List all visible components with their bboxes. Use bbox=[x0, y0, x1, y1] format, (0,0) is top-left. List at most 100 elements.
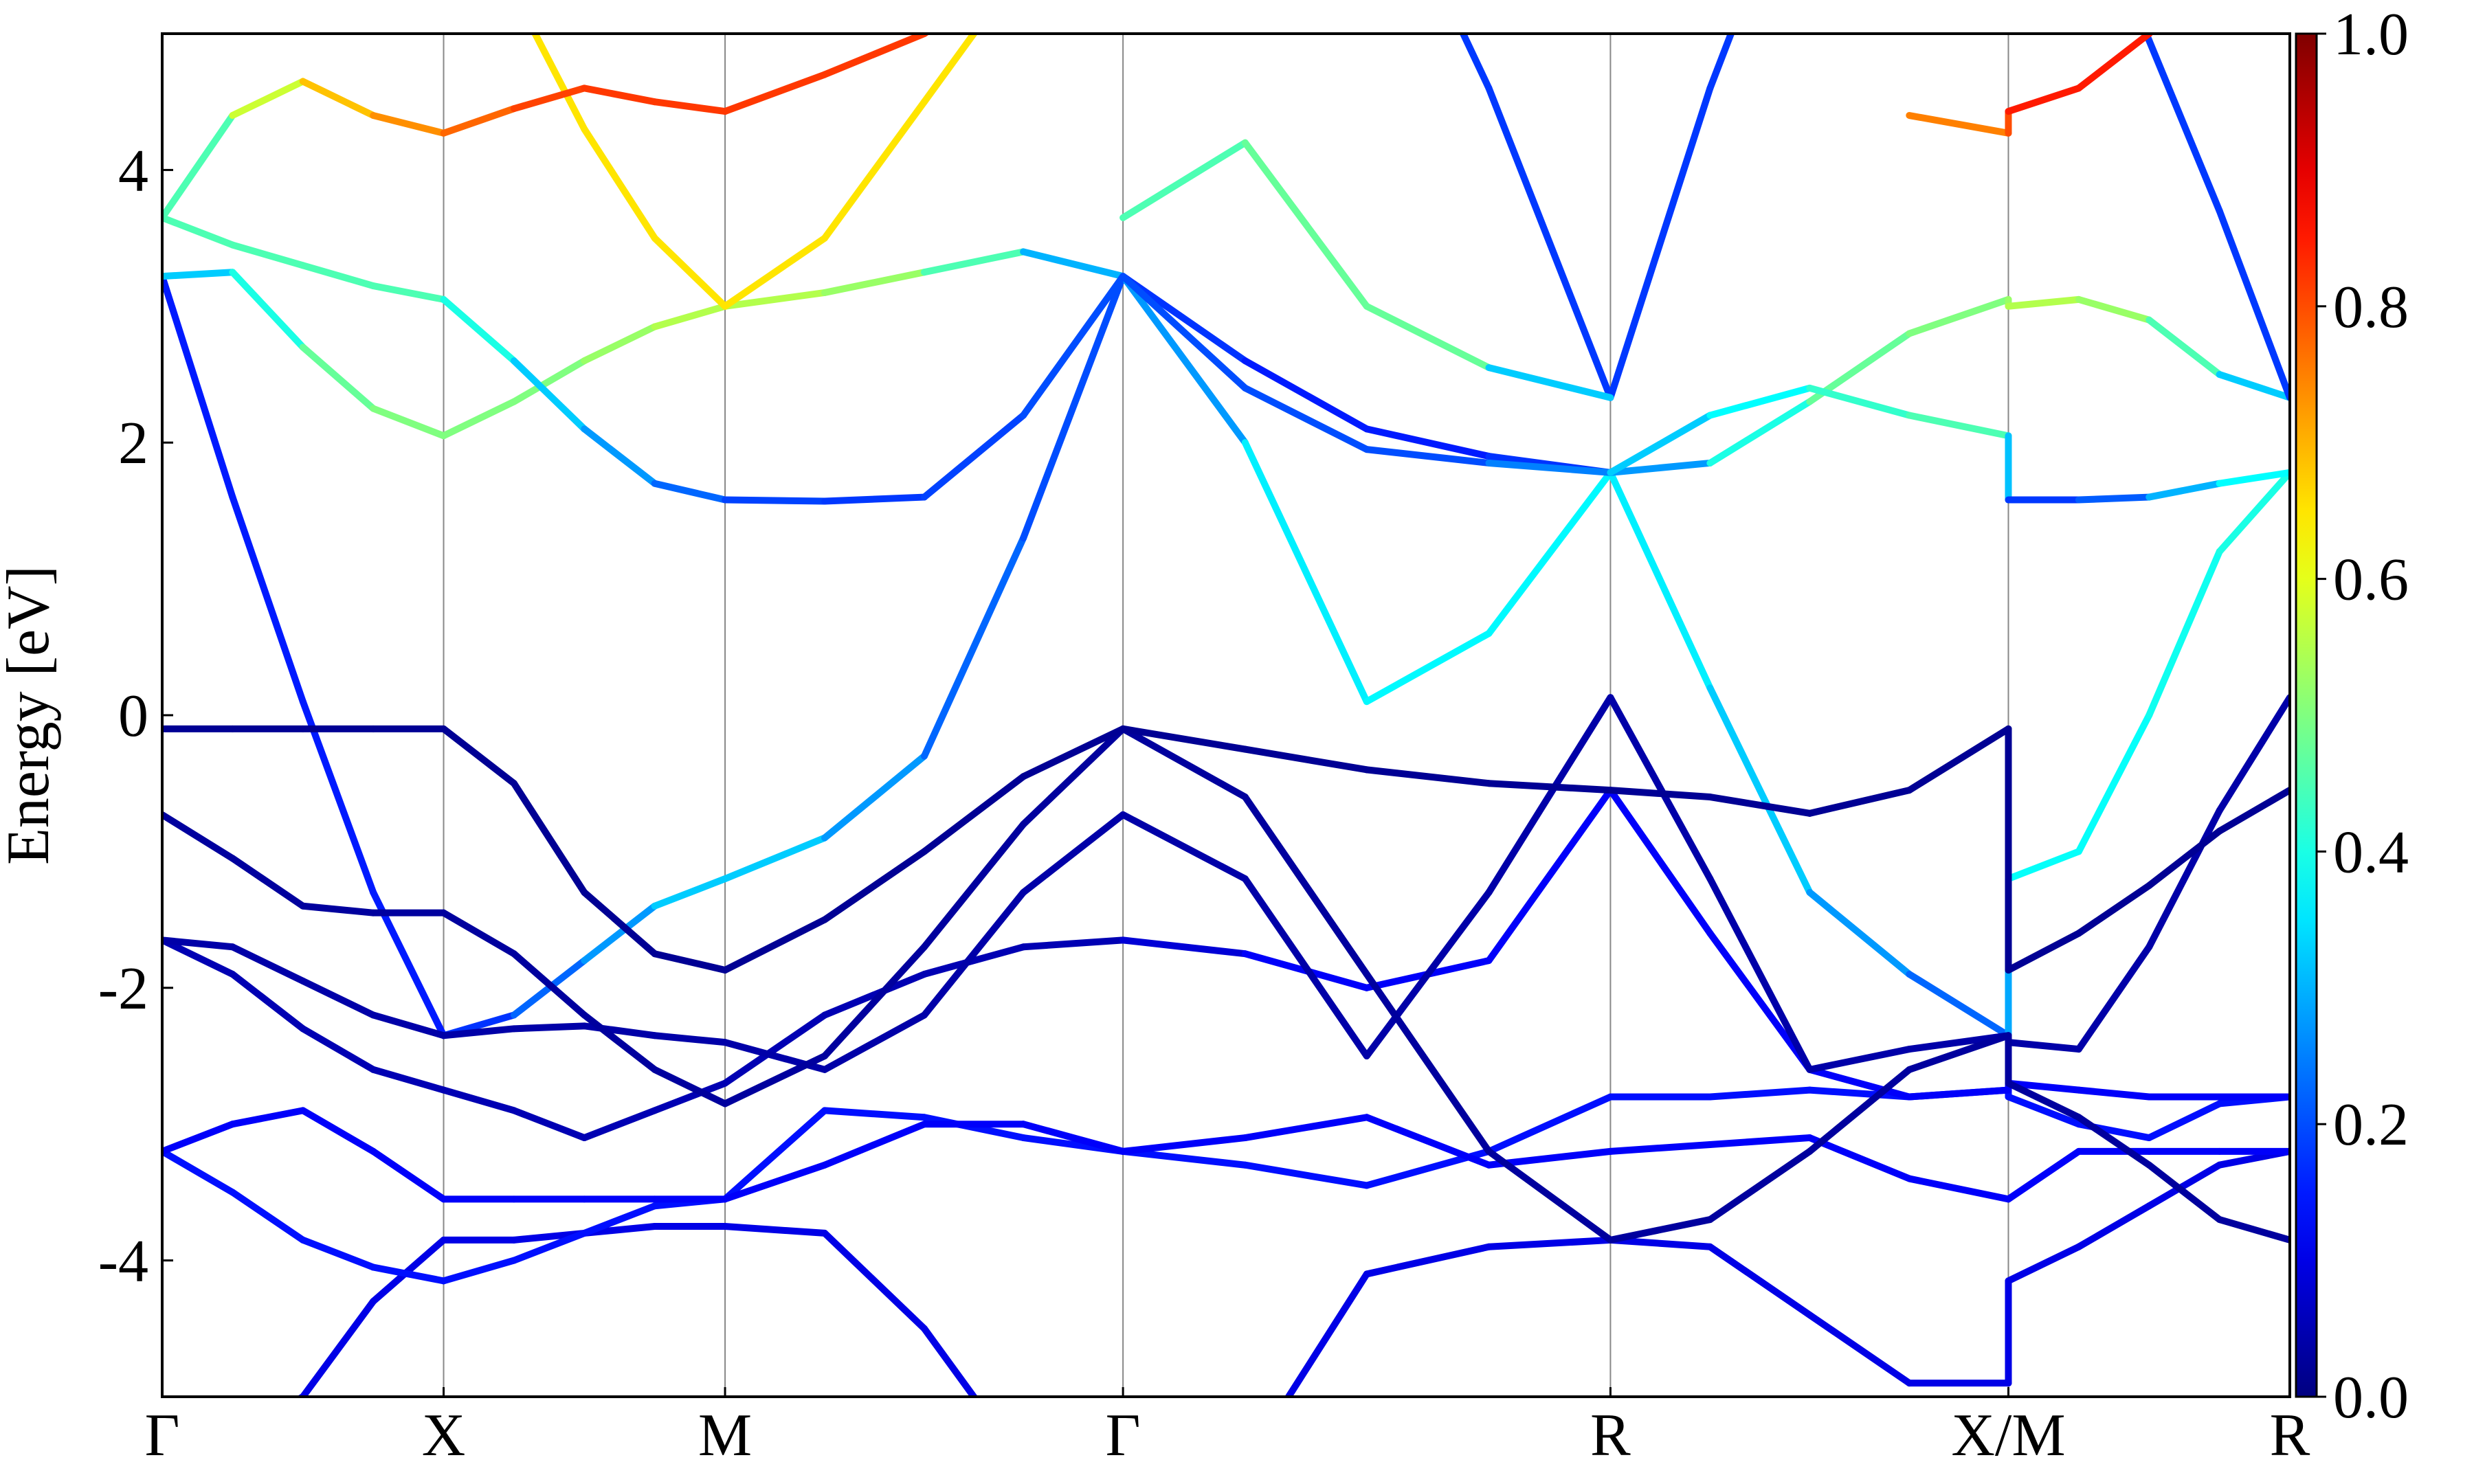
band-segment bbox=[2216, 787, 2290, 835]
band-segment bbox=[370, 112, 447, 137]
band-segment bbox=[581, 888, 658, 958]
band-segment bbox=[722, 1223, 829, 1237]
band-segment bbox=[2005, 930, 2082, 974]
y-tick-label: -4 bbox=[98, 1228, 148, 1295]
band-segment bbox=[1119, 725, 1249, 801]
band-segment bbox=[1485, 780, 1614, 794]
band-segment bbox=[1706, 1086, 1814, 1101]
band-segment bbox=[821, 493, 928, 505]
band-segment bbox=[581, 1011, 658, 1073]
x-tick-label: Γ bbox=[1106, 1402, 1141, 1469]
band-segment bbox=[1906, 1086, 2012, 1101]
x-tick-label: R bbox=[2270, 1402, 2310, 1469]
band-segment bbox=[1123, 1465, 1245, 1484]
band-segment bbox=[1363, 1114, 1493, 1169]
band-segment bbox=[1363, 1243, 1493, 1278]
band-segment bbox=[299, 1107, 377, 1155]
band-segment bbox=[722, 71, 829, 115]
band-segment bbox=[1020, 725, 1127, 828]
band-segment bbox=[651, 98, 729, 115]
band-segment bbox=[1363, 888, 1493, 1059]
band-segment bbox=[1241, 384, 1370, 453]
band-segment bbox=[581, 425, 658, 487]
band-segment bbox=[1806, 1134, 1913, 1182]
band-segment bbox=[1020, 273, 1127, 419]
band-segment bbox=[1485, 1236, 1614, 1250]
bands bbox=[162, 34, 2290, 1484]
band-segment bbox=[821, 752, 928, 842]
band-segment bbox=[2005, 1039, 2082, 1053]
band-segment bbox=[1485, 1093, 1614, 1155]
band-segment bbox=[920, 888, 1027, 1019]
y-tick-label: -2 bbox=[98, 956, 148, 1022]
band-segment bbox=[2075, 712, 2153, 855]
band-segment bbox=[1706, 1243, 1814, 1318]
band-segment bbox=[299, 1025, 377, 1073]
band-segment bbox=[1806, 1311, 1913, 1387]
band-segment bbox=[1607, 694, 1714, 883]
band-segment bbox=[1241, 357, 1370, 433]
band-segment bbox=[370, 405, 447, 440]
band-segment bbox=[162, 269, 236, 280]
band-segment bbox=[821, 269, 928, 296]
band-segment bbox=[1241, 875, 1370, 1059]
band-segment bbox=[1485, 694, 1614, 896]
band-segment bbox=[2146, 480, 2223, 501]
band-segment bbox=[229, 855, 307, 910]
band-segment bbox=[510, 85, 588, 113]
band-segment bbox=[1607, 787, 1714, 937]
band-segment bbox=[2146, 1161, 2223, 1224]
band-segment bbox=[531, 34, 588, 133]
band-segment bbox=[2146, 548, 2223, 719]
band-segment bbox=[1806, 1066, 1913, 1155]
y-tick-label: 0 bbox=[118, 683, 148, 750]
band-segment bbox=[1363, 629, 1493, 706]
band-segment bbox=[440, 295, 517, 365]
band-segment bbox=[1607, 787, 1714, 801]
band-segment bbox=[920, 1325, 979, 1397]
band-segment bbox=[299, 78, 377, 120]
band-segment bbox=[2075, 1086, 2153, 1101]
band-segment bbox=[1607, 1216, 1714, 1244]
band-segment bbox=[162, 811, 236, 862]
band-segment bbox=[2146, 1100, 2223, 1142]
band-segment bbox=[2075, 493, 2153, 504]
band-segment bbox=[1706, 794, 1814, 817]
band-segment bbox=[1906, 970, 2012, 1039]
band-segment bbox=[1607, 459, 1714, 476]
band-segment bbox=[1706, 1147, 1814, 1224]
band-segment bbox=[651, 234, 729, 310]
band-segment bbox=[821, 1229, 928, 1332]
x-tick-label: R bbox=[1590, 1402, 1631, 1469]
band-segment bbox=[1806, 787, 1913, 817]
band-segment bbox=[2005, 1147, 2082, 1203]
band-segment bbox=[162, 936, 236, 978]
band-segment bbox=[510, 780, 588, 896]
band-segment bbox=[1241, 1114, 1370, 1142]
y-axis-label: Energy [eV] bbox=[0, 565, 62, 865]
band-segment bbox=[1607, 85, 1714, 401]
band-segment bbox=[2075, 34, 2153, 92]
band-segment bbox=[651, 875, 729, 910]
band-segment bbox=[1806, 384, 1913, 419]
band-segment bbox=[821, 1121, 928, 1169]
band-segment bbox=[581, 323, 658, 365]
band-segment bbox=[2216, 1216, 2290, 1244]
band-segment bbox=[510, 950, 588, 1019]
band-segment bbox=[2075, 882, 2153, 937]
band-segment bbox=[581, 125, 658, 242]
band-segment bbox=[920, 248, 1027, 276]
band-segment bbox=[1485, 469, 1614, 637]
band-segment bbox=[162, 273, 236, 501]
band-segment bbox=[2216, 469, 2290, 555]
band-segment bbox=[1706, 384, 1814, 419]
band-segment bbox=[581, 1202, 658, 1237]
band-segment bbox=[920, 943, 1027, 978]
band-segment bbox=[651, 1032, 729, 1046]
band-segment bbox=[581, 902, 658, 965]
band-segment bbox=[1485, 459, 1614, 476]
band-segment bbox=[1906, 412, 2012, 440]
band-segment bbox=[1806, 1066, 1913, 1101]
band-segment bbox=[1459, 34, 1493, 92]
band-segment bbox=[299, 902, 377, 917]
